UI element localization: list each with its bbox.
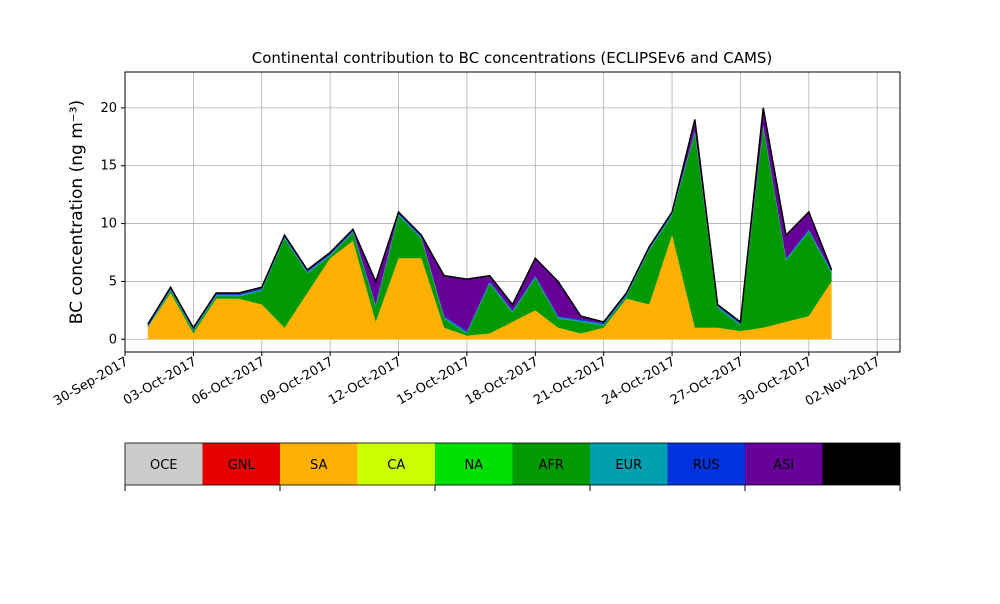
legend-swatch (745, 443, 823, 485)
legend-label: AFR (539, 458, 564, 473)
legend-label: RUS (693, 458, 720, 473)
x-tick-label: 12-Oct-2017 (326, 354, 404, 408)
x-tick-label: 24-Oct-2017 (600, 354, 678, 408)
legend-swatch (667, 443, 745, 485)
x-tick-label: 27-Oct-2017 (668, 354, 746, 408)
legend-swatch (435, 443, 513, 485)
legend-swatch (822, 443, 900, 485)
x-tick-label: 21-Oct-2017 (531, 354, 609, 408)
x-tick-label: 18-Oct-2017 (463, 354, 541, 408)
legend-frame (124, 442, 901, 486)
legend-swatch (590, 443, 668, 485)
y-tick-label: 20 (100, 101, 117, 116)
x-tick-label: 15-Oct-2017 (395, 354, 473, 408)
legend-label: CA (387, 458, 405, 473)
area (147, 127, 832, 336)
y-axis-label: BC concentration (ng m⁻³) (67, 100, 87, 324)
legend-swatch (357, 443, 435, 485)
legend-swatch (512, 443, 590, 485)
legend-label: GNL (228, 458, 256, 473)
y-tick-label: 10 (100, 217, 117, 232)
legend-label: OCE (150, 458, 178, 473)
x-tick-label: 30-Oct-2017 (736, 354, 814, 408)
x-tick-label: 06-Oct-2017 (189, 354, 267, 408)
plot-frame (124, 71, 901, 353)
legend-swatch (280, 443, 358, 485)
legend-swatch (125, 443, 203, 485)
legend-label: SA (310, 458, 327, 473)
x-tick-label: 09-Oct-2017 (258, 354, 336, 408)
legend-label: ASI (773, 458, 794, 473)
legend-label: AUS (848, 458, 875, 473)
legend-label: EUR (615, 458, 642, 473)
x-tick-label: 30-Sep-2017 (51, 354, 131, 409)
area (147, 235, 832, 340)
legend-swatch (202, 443, 280, 485)
chart-title: Continental contribution to BC concentra… (252, 49, 773, 67)
y-tick-label: 0 (109, 332, 117, 347)
legend-label: NA (464, 458, 483, 473)
x-tick-label: 02-Nov-2017 (803, 354, 883, 409)
y-tick-label: 15 (100, 159, 117, 174)
y-tick-label: 5 (109, 274, 117, 289)
area (147, 107, 833, 330)
x-tick-label: 03-Oct-2017 (121, 354, 199, 408)
